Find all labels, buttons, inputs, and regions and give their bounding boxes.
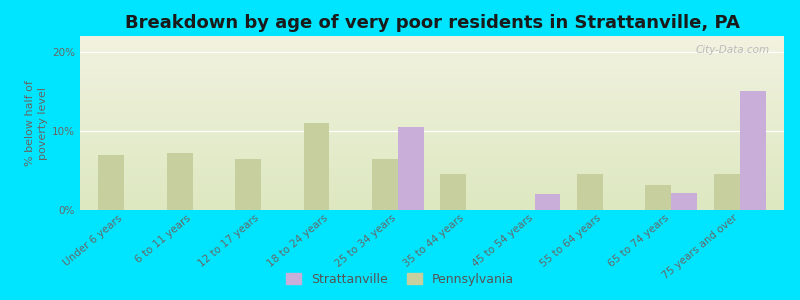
Bar bbox=[167, 153, 193, 210]
Title: Breakdown by age of very poor residents in Strattanville, PA: Breakdown by age of very poor residents … bbox=[125, 14, 739, 32]
Bar bbox=[646, 185, 671, 210]
Bar bbox=[577, 174, 603, 210]
Bar bbox=[739, 92, 766, 210]
Legend: Strattanville, Pennsylvania: Strattanville, Pennsylvania bbox=[281, 268, 519, 291]
Bar bbox=[303, 123, 330, 210]
Bar bbox=[398, 127, 424, 210]
Bar bbox=[235, 159, 261, 210]
Bar bbox=[534, 194, 561, 210]
Bar bbox=[372, 159, 398, 210]
Bar bbox=[98, 154, 125, 210]
Bar bbox=[440, 174, 466, 210]
Bar bbox=[714, 174, 739, 210]
Y-axis label: % below half of
poverty level: % below half of poverty level bbox=[25, 80, 48, 166]
Text: City-Data.com: City-Data.com bbox=[696, 45, 770, 55]
Bar bbox=[671, 193, 697, 210]
